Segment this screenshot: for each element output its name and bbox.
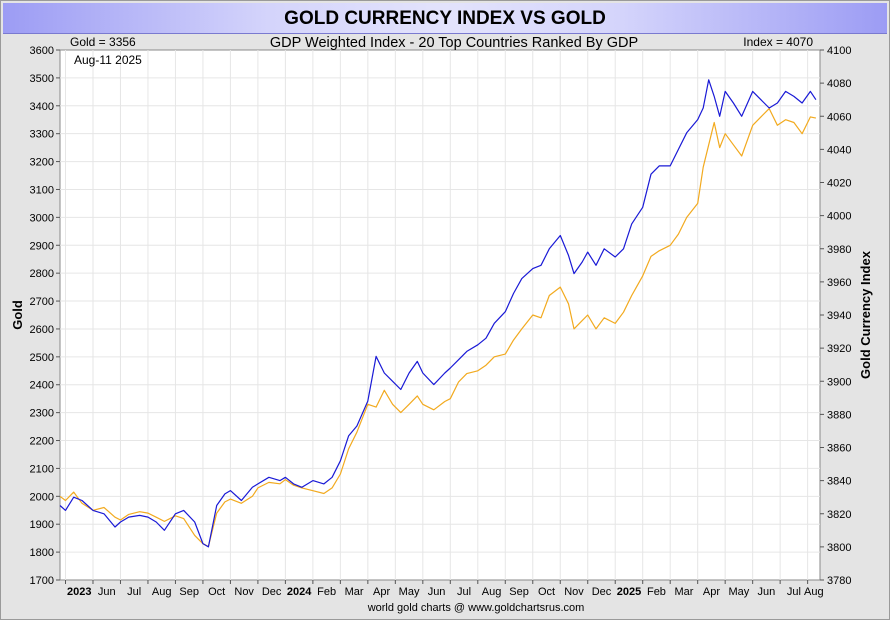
y-left-tick-label: 2400 [30, 380, 54, 392]
x-tick-label: Apr [703, 586, 720, 598]
chart-subtitle: GDP Weighted Index - 20 Top Countries Ra… [270, 35, 638, 51]
y-left-tick-label: 1800 [30, 547, 54, 559]
y-right-tick-label: 4040 [827, 144, 851, 156]
y-left-tick-label: 2800 [30, 268, 54, 280]
index-readout: Index = 4070 [743, 35, 813, 49]
x-tick-label: May [399, 586, 420, 598]
y-left-tick-label: 2200 [30, 436, 54, 448]
date-label: Aug-11 2025 [74, 53, 142, 67]
x-tick-label: Oct [538, 586, 555, 598]
x-tick-label: Feb [647, 586, 666, 598]
series-group [59, 79, 817, 548]
x-tick-label: 2025 [617, 586, 641, 598]
footer-credit: world gold charts @ www.goldchartsrus.co… [367, 602, 585, 614]
x-tick-label: Mar [345, 586, 364, 598]
y-left-tick-label: 2900 [30, 240, 54, 252]
y-right-tick-label: 4020 [827, 178, 851, 190]
x-tick-label: Sep [179, 586, 199, 598]
y-right-tick-label: 3800 [827, 542, 851, 554]
y-left-tick-label: 3000 [30, 212, 54, 224]
y-right-tick-label: 4060 [827, 111, 851, 123]
x-tick-label: Sep [509, 586, 529, 598]
x-axis: 2023 Jun Jul Aug Sep Oct Nov Dec 2024 Feb Mar Apr Ma… [64, 580, 824, 598]
x-tick-label: Nov [234, 586, 254, 598]
y-right-tick-label: 4000 [827, 211, 851, 223]
y-right-tick-label: 4080 [827, 78, 851, 90]
x-tick-label: Aug [152, 586, 172, 598]
title-bar: GOLD CURRENCY INDEX VS GOLD [3, 3, 887, 34]
x-tick-label: Feb [317, 586, 336, 598]
series-line-index [59, 79, 817, 548]
y-right-tick-label: 3960 [827, 277, 851, 289]
gold-readout: Gold = 3356 [70, 35, 136, 49]
y-left-tick-label: 3200 [30, 157, 54, 169]
x-tick-label: Aug [482, 586, 502, 598]
y-left-tick-label: 2500 [30, 352, 54, 364]
chart-title: GOLD CURRENCY INDEX VS GOLD [284, 8, 606, 29]
x-tick-label: Mar [674, 586, 693, 598]
x-tick-label: May [729, 586, 750, 598]
y-left-tick-label: 2700 [30, 296, 54, 308]
y-axis-right: 3780 3800 3820 3840 3860 3880 3900 3920 3940 3960… [820, 45, 851, 587]
y-right-tick-label: 3820 [827, 509, 851, 521]
x-tick-label: Jun [758, 586, 776, 598]
y-right-tick-label: 4100 [827, 45, 851, 57]
y-right-tick-label: 3860 [827, 443, 851, 455]
x-tick-label: Jul [457, 586, 471, 598]
y-right-tick-label: 3920 [827, 343, 851, 355]
y-left-tick-label: 1900 [30, 519, 54, 531]
y-left-tick-label: 3500 [30, 73, 54, 85]
x-tick-label: Jul [127, 586, 141, 598]
x-tick-label: Jul [787, 586, 801, 598]
y-axis-left-label: Gold [10, 300, 25, 330]
y-right-tick-label: 3980 [827, 244, 851, 256]
y-left-tick-label: 3400 [30, 101, 54, 113]
y-right-tick-label: 3780 [827, 575, 851, 587]
x-tick-label: Oct [208, 586, 225, 598]
y-left-tick-label: 1700 [30, 575, 54, 587]
y-right-tick-label: 3900 [827, 376, 851, 388]
y-left-tick-label: 2000 [30, 491, 54, 503]
x-tick-label: Aug [804, 586, 824, 598]
y-axis-right-label: Gold Currency Index [858, 250, 873, 379]
y-left-tick-label: 2300 [30, 408, 54, 420]
y-right-tick-label: 3880 [827, 409, 851, 421]
x-tick-label: Apr [373, 586, 390, 598]
x-tick-label: 2023 [67, 586, 91, 598]
x-tick-label: Jun [428, 586, 446, 598]
plot-area [59, 49, 821, 581]
y-left-tick-label: 3100 [30, 184, 54, 196]
x-tick-label: 2024 [287, 586, 312, 598]
y-left-tick-label: 2100 [30, 463, 54, 475]
x-tick-label: Jun [98, 586, 116, 598]
y-axis-left: 1700 1800 1900 2000 2100 2200 2300 2400 2500 2600… [30, 45, 60, 587]
series-line-gold [59, 107, 817, 548]
x-tick-label: Dec [262, 586, 282, 598]
y-right-tick-label: 3940 [827, 310, 851, 322]
x-tick-label: Nov [564, 586, 584, 598]
y-right-tick-label: 3840 [827, 476, 851, 488]
y-left-tick-label: 2600 [30, 324, 54, 336]
x-tick-label: Dec [592, 586, 612, 598]
y-left-tick-label: 3300 [30, 129, 54, 141]
y-left-tick-label: 3600 [30, 45, 54, 57]
